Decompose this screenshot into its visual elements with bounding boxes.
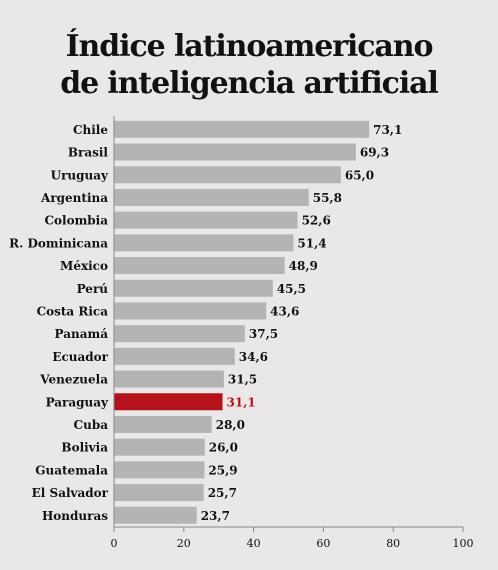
value-label: 43,6 (270, 304, 299, 318)
value-label: 51,4 (297, 236, 326, 250)
category-label: Honduras (42, 509, 108, 523)
bar (114, 506, 197, 524)
value-label: 25,7 (208, 486, 237, 500)
category-label: México (60, 259, 108, 273)
category-label: Ecuador (52, 350, 108, 364)
x-tick-label: 40 (247, 537, 261, 550)
category-label: Panamá (55, 327, 109, 341)
x-tick-label: 60 (316, 537, 330, 550)
x-tick-label: 20 (177, 537, 191, 550)
category-label: Brasil (68, 146, 109, 160)
title-line-2: de inteligencia artificial (60, 66, 439, 101)
value-label: 23,7 (201, 509, 230, 523)
bar (114, 302, 267, 320)
chart-title: Índice latinoamericano de inteligencia a… (0, 28, 498, 102)
value-label: 73,1 (373, 123, 402, 137)
bar (114, 143, 356, 161)
bar (114, 188, 309, 206)
category-label: Colombia (44, 214, 108, 228)
category-label: Costa Rica (37, 304, 109, 318)
category-label: Bolivia (61, 441, 108, 455)
value-label: 52,6 (302, 214, 331, 228)
bar (114, 279, 273, 297)
value-label: 65,0 (345, 168, 374, 182)
bar (114, 484, 204, 502)
category-label: Perú (77, 282, 109, 296)
bar (114, 438, 205, 456)
x-tick-label: 100 (453, 537, 474, 550)
value-label: 25,9 (208, 463, 237, 477)
x-tick-label: 0 (111, 537, 118, 550)
category-label: R. Dominicana (9, 236, 108, 250)
x-tick-label: 80 (386, 537, 400, 550)
category-label: Chile (73, 123, 108, 137)
category-label: Paraguay (46, 395, 109, 409)
value-label: 28,0 (216, 418, 245, 432)
bar (114, 120, 370, 138)
value-label: 45,5 (277, 282, 306, 296)
title-line-1: Índice latinoamericano (65, 29, 434, 64)
bar (114, 166, 341, 184)
category-label: Venezuela (39, 373, 108, 387)
value-label: 31,5 (228, 373, 257, 387)
value-label: 31,1 (227, 395, 256, 409)
category-label: Guatemala (35, 463, 108, 477)
bar (114, 257, 285, 275)
bar-highlight (114, 393, 223, 411)
bar (114, 211, 298, 229)
value-label: 26,0 (209, 441, 238, 455)
bar (114, 325, 245, 343)
value-label: 55,8 (313, 191, 342, 205)
value-label: 34,6 (239, 350, 268, 364)
category-label: Argentina (40, 191, 108, 205)
value-label: 37,5 (249, 327, 278, 341)
category-label: El Salvador (32, 486, 109, 500)
bar (114, 347, 235, 365)
category-label: Cuba (74, 418, 109, 432)
value-label: 69,3 (360, 146, 389, 160)
bar (114, 415, 212, 433)
bar (114, 370, 224, 388)
value-label: 48,9 (289, 259, 318, 273)
bar (114, 461, 205, 479)
bar (114, 234, 294, 252)
category-label: Uruguay (51, 168, 109, 182)
